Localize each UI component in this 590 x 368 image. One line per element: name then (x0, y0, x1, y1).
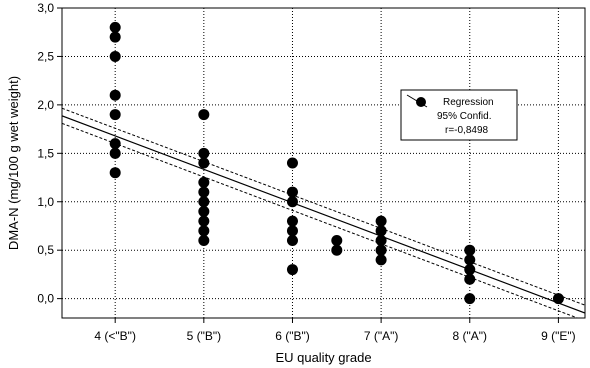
confidence-band-line (62, 107, 585, 306)
x-axis-title: EU quality grade (275, 350, 371, 365)
y-axis-ticks: 0,0 0,5 1,0 1,5 2,0 2,5 3,0 (37, 1, 62, 306)
data-point (286, 215, 298, 227)
data-point (198, 205, 210, 217)
data-point (464, 293, 476, 305)
x-tick-label: 9 ("E") (541, 329, 576, 343)
data-point (109, 50, 121, 62)
x-tick-label: 8 ("A") (452, 329, 487, 343)
x-tick-label: 5 ("B") (187, 329, 222, 343)
data-point (198, 176, 210, 188)
data-point (198, 157, 210, 169)
y-tick-label: 1,5 (37, 146, 54, 160)
legend-marker-icon (416, 97, 426, 107)
data-point (375, 235, 387, 246)
data-point (109, 138, 121, 150)
confidence-band-line (62, 122, 579, 318)
data-points (109, 21, 564, 305)
x-tick-label: 4 (<"B") (94, 329, 136, 343)
data-point (331, 244, 343, 256)
data-point (109, 21, 121, 33)
data-point (286, 235, 298, 246)
regression-line (62, 115, 585, 314)
y-tick-label: 3,0 (37, 1, 54, 15)
data-point (198, 196, 210, 208)
data-point (109, 31, 121, 43)
data-point (109, 147, 121, 159)
x-axis-ticks: 4 (<"B") 5 ("B") 6 ("B") 7 ("A") 8 ("A") 9 ("… (94, 318, 576, 343)
y-axis-title: DMA-N (mg/100 g wet weight) (6, 76, 21, 250)
data-point (552, 293, 564, 305)
y-tick-label: 0,0 (37, 292, 54, 306)
data-point (375, 225, 387, 237)
data-point (375, 244, 387, 256)
data-point (198, 215, 210, 227)
regression-lines (62, 107, 585, 318)
data-point (198, 109, 210, 121)
x-tick-label: 6 ("B") (275, 329, 310, 343)
data-point (286, 157, 298, 169)
data-point (198, 186, 210, 198)
data-point (109, 167, 121, 179)
data-point (464, 264, 476, 276)
legend-entry-r: r=-0,8498 (445, 125, 489, 136)
data-point (198, 235, 210, 246)
data-point (331, 235, 343, 246)
data-point (109, 109, 121, 121)
data-point (109, 89, 121, 101)
data-point (375, 215, 387, 227)
data-point (198, 225, 210, 237)
data-point (464, 244, 476, 256)
data-point (286, 264, 298, 276)
legend-entry-confidence: 95% Confid. (437, 111, 491, 122)
data-point (375, 254, 387, 266)
data-point (464, 254, 476, 266)
legend: Regression 95% Confid. r=-0,8498 (400, 89, 518, 141)
y-tick-label: 2,0 (37, 98, 54, 112)
x-tick-label: 7 ("A") (364, 329, 399, 343)
data-point (198, 147, 210, 159)
legend-entry-regression: Regression (443, 97, 494, 108)
y-tick-label: 1,0 (37, 195, 54, 209)
data-point (286, 225, 298, 237)
data-point (464, 273, 476, 285)
data-point (286, 196, 298, 208)
y-tick-label: 2,5 (37, 49, 54, 63)
y-tick-label: 0,5 (37, 243, 54, 257)
data-point (286, 186, 298, 198)
plot-frame (61, 7, 586, 319)
